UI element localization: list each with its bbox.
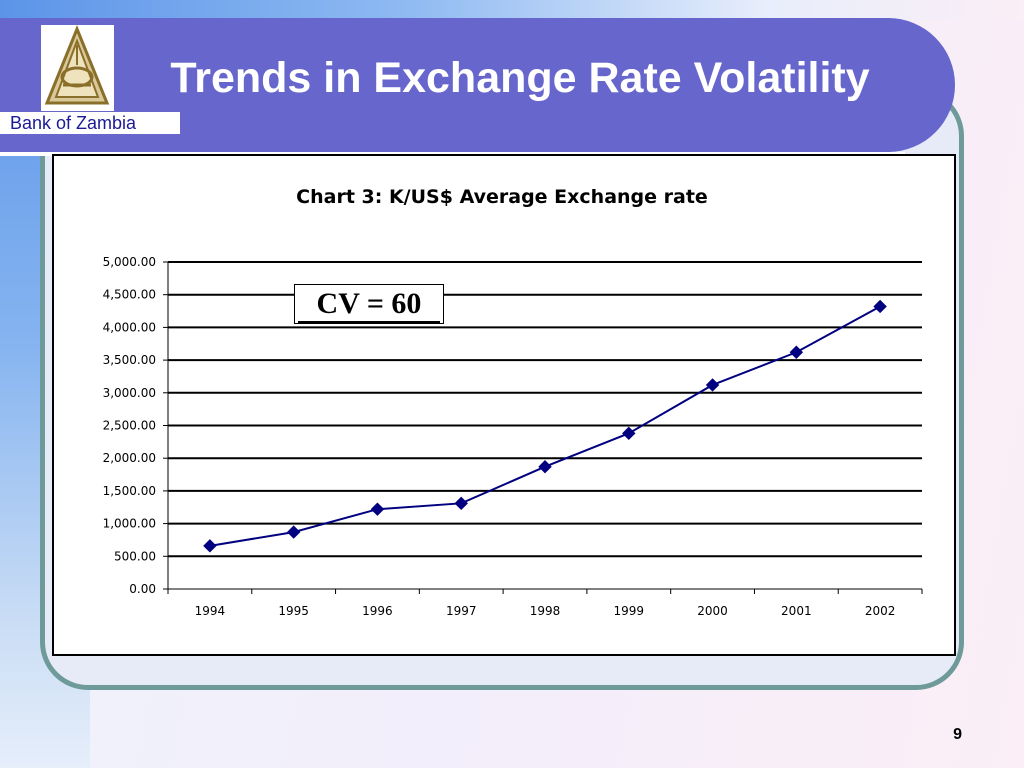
page-title: Trends in Exchange Rate Volatility <box>170 54 870 102</box>
y-tick-label: 1,500.00 <box>103 484 156 498</box>
x-tick-label: 1996 <box>362 604 393 618</box>
y-tick-label: 2,000.00 <box>103 451 156 465</box>
data-point-marker <box>622 426 636 441</box>
data-point-marker <box>286 525 301 539</box>
data-point-marker <box>538 459 552 474</box>
series <box>203 299 887 553</box>
data-point-marker <box>454 496 468 511</box>
bank-logo-icon <box>44 25 110 105</box>
chart-title: Chart 3: K/US$ Average Exchange rate <box>296 186 708 208</box>
y-tick-label: 4,000.00 <box>103 320 156 334</box>
top-decorative-band <box>0 0 1024 20</box>
x-tick-label: 1997 <box>446 604 477 618</box>
bank-logo <box>41 25 114 111</box>
cv-annotation: CV = 60 <box>294 284 444 324</box>
axes <box>163 261 923 594</box>
logo-caption: Bank of Zambia <box>0 112 180 134</box>
y-tick-label: 5,000.00 <box>103 255 156 269</box>
line-chart: Chart 3: K/US$ Average Exchange rate 0.0… <box>103 186 923 618</box>
chart-container: Chart 3: K/US$ Average Exchange rate 0.0… <box>52 154 956 656</box>
y-tick-labels: 0.00 500.00 1,000.00 1,500.00 2,000.00 2,500.… <box>103 255 156 596</box>
y-tick-label: 3,500.00 <box>103 353 156 367</box>
x-tick-label: 1994 <box>195 604 226 618</box>
x-tick-label: 1995 <box>278 604 309 618</box>
x-tick-label: 1998 <box>530 604 561 618</box>
x-tick-label: 1999 <box>614 604 645 618</box>
y-tick-label: 0.00 <box>129 582 156 596</box>
x-tick-label: 2002 <box>865 604 896 618</box>
cv-annotation-underline <box>298 321 440 323</box>
y-tick-label: 3,000.00 <box>103 386 156 400</box>
data-point-marker <box>705 378 720 392</box>
data-point-marker <box>873 299 887 314</box>
y-tick-label: 500.00 <box>114 549 156 563</box>
x-tick-label: 2001 <box>781 604 812 618</box>
y-tick-label: 1,000.00 <box>103 517 156 531</box>
x-tick-label: 2000 <box>697 604 728 618</box>
x-tick-labels: 1994 1995 1996 1997 1998 1999 2000 2001 2002 <box>195 604 896 618</box>
y-tick-label: 4,500.00 <box>103 288 156 302</box>
data-point-marker <box>789 345 804 359</box>
gridlines <box>168 261 922 558</box>
page-number: 9 <box>953 726 962 743</box>
y-tick-label: 2,500.00 <box>103 419 156 433</box>
data-point-marker <box>370 502 385 516</box>
data-point-marker <box>203 539 217 553</box>
